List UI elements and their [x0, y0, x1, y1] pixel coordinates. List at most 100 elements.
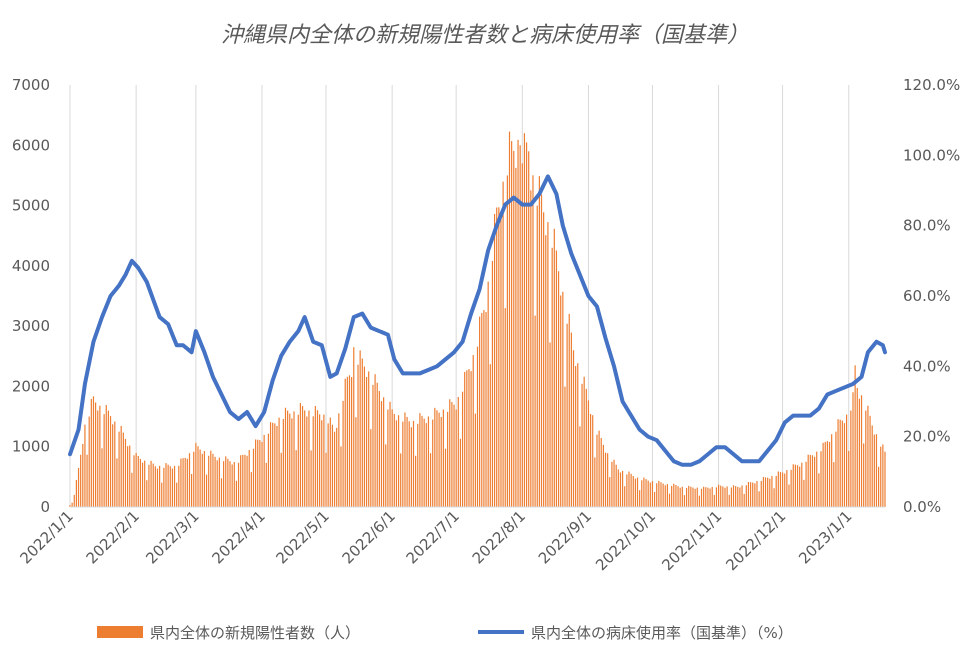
bar	[641, 480, 643, 507]
bar	[84, 424, 86, 507]
bar	[457, 397, 459, 507]
bar	[374, 374, 376, 507]
bar	[182, 458, 184, 507]
bar	[543, 212, 545, 507]
bar	[75, 479, 77, 507]
bar	[131, 472, 133, 507]
bar	[732, 485, 735, 507]
bar	[735, 486, 737, 507]
bar	[233, 462, 235, 507]
bar	[816, 451, 818, 507]
bar	[246, 455, 248, 507]
bar	[803, 479, 805, 507]
bar	[124, 438, 127, 507]
bar	[348, 375, 351, 507]
bar	[711, 486, 713, 507]
bar	[568, 313, 570, 507]
bar	[700, 488, 703, 507]
bar	[372, 384, 374, 507]
bar	[709, 488, 711, 507]
bar	[557, 271, 560, 507]
bar	[447, 411, 449, 507]
bar	[280, 452, 282, 507]
bar	[112, 424, 114, 507]
bar	[186, 458, 188, 507]
bar	[176, 482, 178, 507]
bar	[299, 403, 302, 507]
bar	[594, 457, 596, 507]
bar	[479, 316, 481, 507]
bar	[338, 413, 340, 507]
bar	[598, 430, 600, 507]
bar	[679, 487, 681, 507]
x-tick-label: 2022/1/1	[16, 507, 76, 567]
bar	[312, 416, 314, 507]
bar	[604, 452, 607, 507]
bar	[726, 486, 728, 507]
bar	[77, 467, 80, 507]
bar	[95, 402, 97, 507]
bar	[530, 190, 532, 507]
bar	[835, 431, 837, 507]
bar	[786, 470, 788, 507]
bar	[636, 477, 639, 507]
bar	[393, 414, 395, 507]
bar	[491, 261, 494, 507]
bar	[551, 247, 553, 507]
bar	[555, 250, 558, 507]
bar	[645, 479, 647, 507]
bar	[291, 418, 293, 507]
bar	[743, 493, 745, 507]
bar	[773, 488, 775, 507]
bar	[148, 464, 150, 507]
bar	[779, 471, 782, 507]
x-tick-label: 2022/4/1	[208, 507, 268, 567]
bar	[837, 419, 839, 507]
bar	[242, 454, 244, 507]
bar	[720, 485, 722, 507]
bar	[722, 486, 724, 507]
bar	[120, 425, 122, 507]
bar	[572, 350, 575, 507]
bar	[596, 434, 598, 507]
bar	[308, 410, 310, 507]
bar	[402, 421, 404, 507]
bar	[875, 434, 878, 507]
bar	[357, 364, 359, 507]
bar	[193, 451, 195, 507]
bar	[365, 377, 368, 507]
bar	[139, 458, 142, 507]
bar	[813, 456, 816, 507]
bar	[570, 332, 572, 507]
bar	[470, 371, 472, 507]
bar	[329, 417, 331, 507]
bar	[220, 478, 223, 507]
x-tick-label: 2022/7/1	[403, 507, 463, 567]
bar	[455, 409, 457, 507]
bar	[843, 423, 846, 507]
bar	[717, 484, 720, 507]
bar	[385, 444, 387, 507]
bar	[775, 475, 777, 507]
bar	[560, 295, 562, 507]
bar	[628, 471, 630, 507]
legend-line-label: 県内全体の病床使用率（国基準）（%）	[531, 624, 793, 642]
bar	[724, 487, 726, 507]
x-tick-label: 2022/9/1	[535, 507, 595, 567]
x-axis-ticks: 2022/1/1 2022/2/1 2022/3/1 2022/4/1 2022/5/1…	[16, 507, 855, 574]
bar	[739, 487, 741, 507]
bar	[216, 460, 218, 507]
bar	[107, 410, 109, 507]
bar	[489, 364, 491, 507]
bar	[613, 459, 615, 507]
bar	[301, 406, 304, 507]
bar	[191, 473, 193, 507]
bar	[397, 415, 400, 507]
bar	[519, 145, 521, 508]
y-right-tick-label: 120.0%	[903, 76, 960, 94]
bar	[871, 425, 873, 507]
bar	[673, 483, 675, 507]
x-tick-label: 2022/6/1	[339, 507, 399, 567]
bar	[619, 472, 622, 507]
bar	[133, 455, 135, 507]
